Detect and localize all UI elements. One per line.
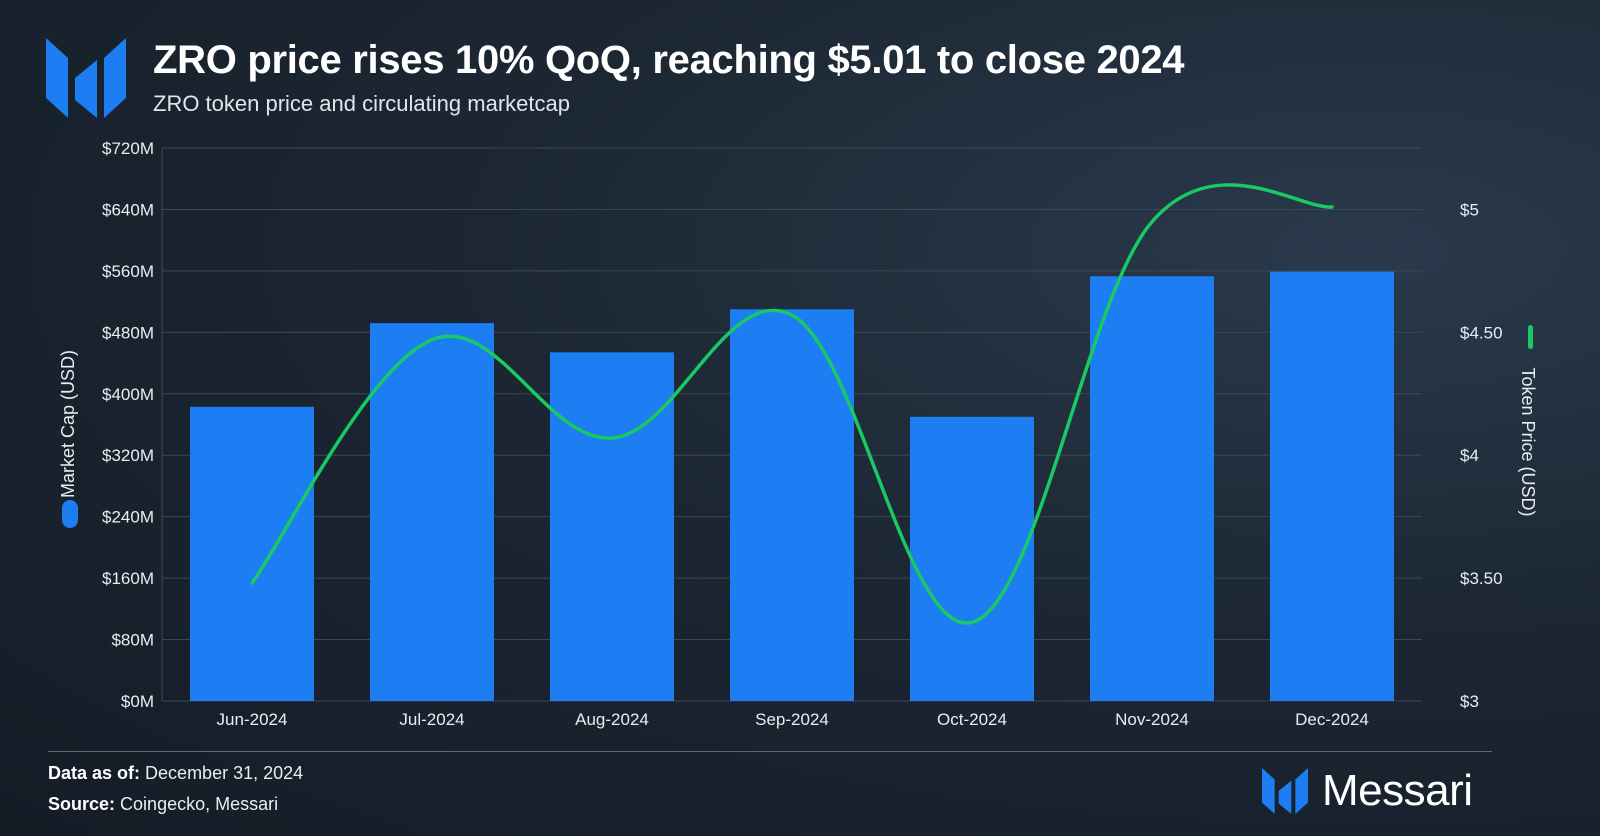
messari-logo-icon	[46, 38, 126, 118]
left-tick-label: $0M	[121, 692, 154, 711]
data-as-of-label: Data as of:	[48, 763, 141, 783]
x-tick-label: Nov-2024	[1115, 710, 1189, 729]
brand-name: Messari	[1322, 766, 1473, 815]
left-tick-label: $560M	[102, 262, 154, 281]
left-tick-label: $240M	[102, 508, 154, 527]
x-tick-label: Sep-2024	[755, 710, 829, 729]
data-as-of-value: December 31, 2024	[145, 763, 304, 783]
right-axis-title: Token Price (USD)	[1518, 367, 1538, 516]
brand-logo: Messari	[1262, 766, 1473, 816]
x-tick-label: Aug-2024	[575, 710, 649, 729]
x-tick-label: Jul-2024	[399, 710, 464, 729]
right-tick-label: $4.50	[1460, 323, 1503, 342]
right-tick-label: $4	[1460, 446, 1479, 465]
bar-sep-2024	[730, 309, 854, 701]
chart-title: ZRO price rises 10% QoQ, reaching $5.01 …	[153, 38, 1185, 82]
left-tick-label: $80M	[111, 631, 154, 650]
data-as-of: Data as of: December 31, 2024	[48, 763, 303, 784]
left-tick-label: $320M	[102, 446, 154, 465]
left-tick-label: $160M	[102, 569, 154, 588]
bar-aug-2024	[550, 352, 674, 701]
messari-brand-icon	[1262, 768, 1308, 814]
left-tick-label: $720M	[102, 139, 154, 158]
right-tick-label: $3	[1460, 692, 1479, 711]
source-label: Source:	[48, 794, 116, 814]
left-axis-title: Market Cap (USD)	[58, 350, 78, 498]
right-tick-label: $3.50	[1460, 569, 1503, 588]
left-tick-label: $640M	[102, 200, 154, 219]
chart-subtitle: ZRO token price and circulating marketca…	[153, 91, 570, 116]
left-tick-label: $400M	[102, 385, 154, 404]
left-tick-label: $480M	[102, 323, 154, 342]
bar-jun-2024	[190, 406, 314, 701]
bar-jul-2024	[370, 323, 494, 701]
x-tick-label: Jun-2024	[217, 710, 288, 729]
x-tick-label: Oct-2024	[937, 710, 1007, 729]
source-value: Coingecko, Messari	[120, 794, 279, 814]
bar-oct-2024	[910, 416, 1034, 701]
bar-nov-2024	[1090, 276, 1214, 701]
bar-dec-2024	[1270, 271, 1394, 701]
market-cap-legend-swatch	[62, 500, 78, 528]
source: Source: Coingecko, Messari	[48, 794, 278, 815]
price-line	[250, 183, 1334, 625]
right-tick-label: $5	[1460, 200, 1479, 219]
footer-divider	[48, 751, 1492, 752]
x-tick-label: Dec-2024	[1295, 710, 1369, 729]
token-price-legend-swatch	[1528, 325, 1533, 349]
